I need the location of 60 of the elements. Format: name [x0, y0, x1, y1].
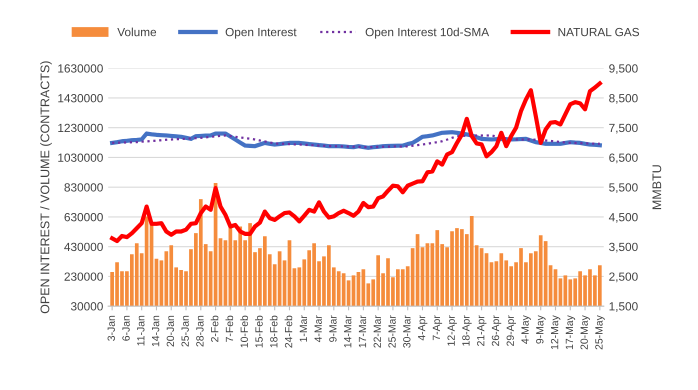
- x-tick-label: 28-Jan: [196, 316, 204, 346]
- y2-tick-label: 6,500: [609, 153, 638, 164]
- y2-tick-label: 8,500: [609, 94, 638, 104]
- y-tick-label: 1430000: [58, 94, 103, 102]
- y2-tick-label: 4,500: [608, 212, 638, 223]
- x-tick-label: 25-May: [595, 315, 605, 350]
- y2-tick-label: 3,500: [609, 242, 638, 252]
- legend-label: Volume: [117, 28, 156, 36]
- x-tick-label: 7-Apr: [432, 315, 442, 340]
- x-tick-label: 1-Mar: [300, 315, 308, 342]
- x-tick-label: 17-Mar: [358, 315, 366, 348]
- x-tick-label: 12-May: [550, 315, 560, 350]
- y2-tick-label: 1,500: [610, 302, 638, 312]
- line-series: [111, 134, 601, 148]
- x-tick-label: 30-Mar: [403, 315, 410, 348]
- x-tick-label: 7-Feb: [226, 316, 234, 342]
- x-tick-label: 11-Jan: [137, 316, 144, 346]
- x-tick-label: 4-May: [521, 315, 531, 344]
- y2-tick-label: 9,500: [609, 64, 638, 74]
- x-tick-label: 18-Apr: [462, 315, 472, 346]
- legend-label: NATURAL GAS: [558, 28, 640, 36]
- line-series: [110, 81, 602, 244]
- y-tick-label: 430000: [64, 242, 103, 252]
- x-tick-label: 20-Jan: [166, 316, 174, 346]
- x-tick-label: 21-Apr: [477, 315, 486, 346]
- x-tick-label: 4-Mar: [314, 315, 322, 342]
- x-tick-label: 9-Mar: [329, 315, 337, 342]
- x-tick-label: 22-Mar: [374, 315, 381, 348]
- x-tick-label: 17-May: [566, 315, 576, 350]
- y-axis-title: OPEN INTEREST / VOLUME (CONTRACTS): [40, 61, 52, 314]
- x-tick-label: 6-Jan: [122, 316, 130, 341]
- x-tick-label: 14-Mar: [344, 315, 352, 348]
- legend-label: Open Interest: [226, 28, 297, 39]
- x-tick-label: 26-Apr: [492, 315, 502, 346]
- y2-axis-title: MMBTU: [652, 165, 662, 210]
- y2-tick-label: 7,500: [609, 124, 638, 134]
- x-tick-label: 4-Apr: [418, 315, 428, 340]
- x-tick-label: 20-May: [580, 315, 590, 350]
- legend-label: Open Interest 10d-SMA: [366, 28, 490, 39]
- y-tick-label: 1630000: [58, 64, 103, 73]
- x-tick-label: 25-Mar: [388, 315, 396, 348]
- x-tick-label: 12-Apr: [447, 315, 457, 346]
- y-tick-label: 230000: [64, 272, 103, 281]
- x-tick-label: 2-Feb: [210, 316, 218, 342]
- x-tick-label: 14-Jan: [152, 316, 160, 346]
- x-tick-label: 9-May: [536, 315, 546, 344]
- y-tick-label: 30000: [70, 302, 103, 311]
- y-tick-label: 630000: [64, 212, 103, 222]
- y-tick-label: 1030000: [58, 153, 103, 162]
- y-tick-label: 830000: [64, 183, 103, 192]
- y2-tick-label: 5,500: [609, 183, 638, 193]
- y2-tick-label: 2,500: [609, 272, 638, 282]
- x-tick-label: 3-Jan: [108, 316, 115, 341]
- y-tick-label: 1230000: [58, 124, 103, 132]
- x-tick-label: 25-Jan: [181, 316, 189, 346]
- x-tick-label: 29-Apr: [506, 315, 516, 346]
- x-tick-label: 18-Feb: [270, 316, 278, 348]
- x-tick-label: 24-Feb: [284, 316, 292, 348]
- x-tick-label: 15-Feb: [255, 316, 263, 348]
- x-tick-label: 10-Feb: [240, 316, 248, 348]
